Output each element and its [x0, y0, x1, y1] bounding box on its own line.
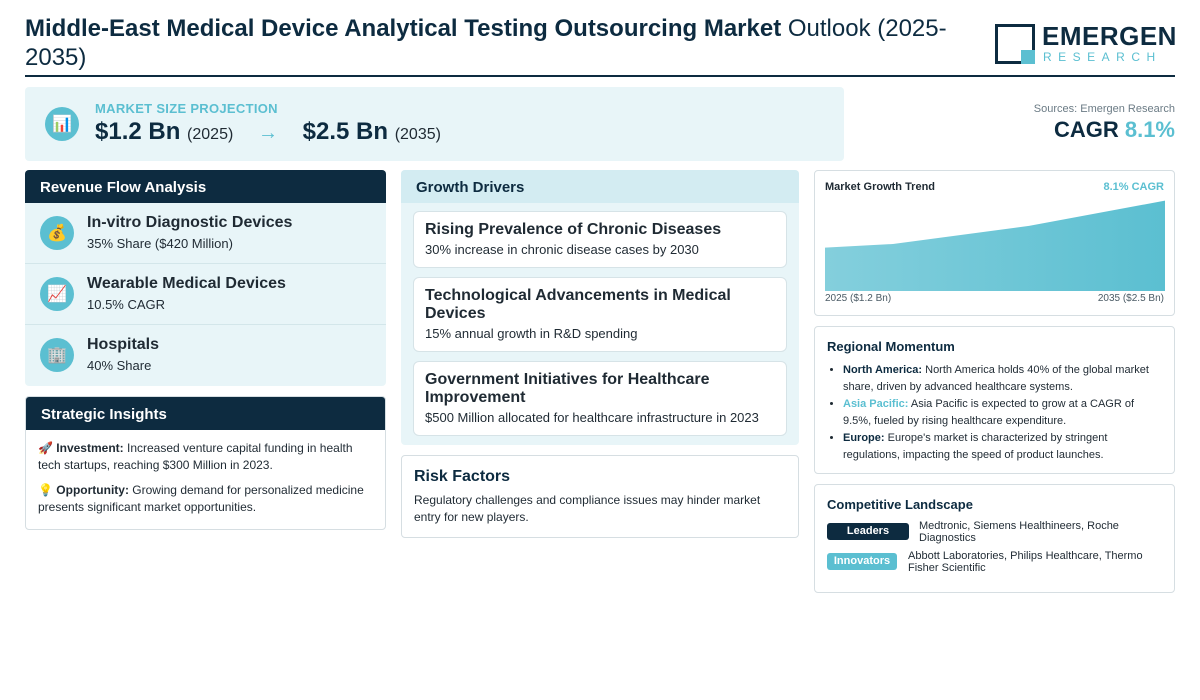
page-title: Middle-East Medical Device Analytical Te…	[25, 14, 965, 72]
growth-driver-card: Technological Advancements in Medical De…	[413, 277, 787, 352]
title-bold: Middle-East Medical Device Analytical Te…	[25, 15, 782, 42]
sources-text: Sources: Emergen Research	[1033, 103, 1175, 115]
revenue-item-title: Wearable Medical Devices	[87, 275, 286, 292]
revenue-flow-panel: Revenue Flow Analysis 💰 In-vitro Diagnos…	[25, 170, 386, 386]
revenue-flow-heading: Revenue Flow Analysis	[25, 170, 386, 203]
chart-title: Market Growth Trend	[825, 181, 936, 193]
competitor-row: Innovators Abbott Laboratories, Philips …	[827, 550, 1162, 574]
driver-sub: $500 Million allocated for healthcare in…	[425, 410, 759, 425]
insight-item: 💡 Opportunity: Growing demand for person…	[26, 482, 385, 516]
driver-sub: 15% annual growth in R&D spending	[425, 326, 638, 341]
growth-driver-card: Rising Prevalence of Chronic Diseases 30…	[413, 211, 787, 268]
trend-area	[825, 200, 1165, 291]
competitive-landscape-heading: Competitive Landscape	[827, 497, 973, 512]
competitor-list: Abbott Laboratories, Philips Healthcare,…	[908, 550, 1143, 574]
insight-text: Growing demand for personalized medicine…	[38, 483, 364, 514]
start-year: (2025)	[187, 126, 234, 143]
regional-momentum-panel: Regional Momentum North America: North A…	[814, 326, 1175, 474]
risk-factors-text: Regulatory challenges and compliance iss…	[414, 493, 761, 524]
cagr-label: CAGR	[1053, 117, 1119, 142]
hospital-icon: 🏢	[40, 338, 74, 372]
growth-driver-card: Government Initiatives for Healthcare Im…	[413, 361, 787, 436]
chart-start-label: 2025 ($1.2 Bn)	[825, 293, 892, 304]
region-text: Asia Pacific is expected to grow at a CA…	[843, 398, 1135, 427]
market-growth-trend-panel: Market Growth Trend 8.1% CAGR 2025 ($1.2…	[814, 170, 1175, 316]
competitor-row: Leaders Medtronic, Siemens Healthineers,…	[827, 520, 1162, 544]
revenue-item-sub: 10.5% CAGR	[87, 297, 166, 312]
end-year: (2035)	[394, 126, 441, 143]
region-item: Asia Pacific: Asia Pacific is expected t…	[843, 396, 1162, 430]
projection-values: $1.2 Bn (2025) → $2.5 Bn (2035)	[95, 118, 441, 146]
strategic-insights-panel: Strategic Insights 🚀 Investment: Increas…	[25, 396, 386, 530]
driver-sub: 30% increase in chronic disease cases by…	[425, 242, 699, 257]
cagr-value: 8.1%	[1124, 117, 1175, 142]
revenue-item: 💰 In-vitro Diagnostic Devices 35% Share …	[25, 203, 386, 264]
leaders-badge: Leaders	[827, 523, 909, 540]
driver-title: Government Initiatives for Healthcare Im…	[425, 371, 710, 406]
revenue-item-title: Hospitals	[87, 336, 160, 353]
region-label: Asia Pacific:	[843, 398, 909, 410]
region-label: North America:	[843, 364, 923, 376]
trend-up-icon: 📈	[40, 277, 74, 311]
region-list: North America: North America holds 40% o…	[827, 362, 1162, 464]
rocket-icon: 🚀	[38, 441, 53, 455]
money-bag-icon: 💰	[40, 216, 74, 250]
chart-cagr-annotation: 8.1% CAGR	[1103, 181, 1164, 193]
innovators-badge: Innovators	[827, 553, 897, 570]
end-value: $2.5 Bn	[302, 118, 389, 145]
logo-sub-text: RESEARCH	[1043, 50, 1162, 64]
revenue-item-title: In-vitro Diagnostic Devices	[87, 214, 293, 231]
insight-label: Opportunity:	[56, 483, 129, 497]
logo-main-text: EMERGEN	[1042, 21, 1177, 51]
region-label: Europe:	[843, 432, 885, 444]
lightbulb-icon: 💡	[38, 483, 53, 497]
revenue-item: 📈 Wearable Medical Devices 10.5% CAGR	[25, 264, 386, 325]
revenue-item: 🏢 Hospitals 40% Share	[25, 325, 386, 386]
bar-chart-icon: 📊	[45, 107, 79, 141]
projection-label: MARKET SIZE PROJECTION	[95, 101, 278, 116]
arrow-right-icon: →	[257, 122, 278, 144]
region-text: North America holds 40% of the global ma…	[843, 364, 1149, 393]
competitor-list: Medtronic, Siemens Healthineers, Roche D…	[919, 520, 1119, 544]
strategic-insights-heading: Strategic Insights	[26, 397, 385, 430]
growth-drivers-panel: Growth Drivers Rising Prevalence of Chro…	[401, 170, 799, 445]
revenue-item-sub: 35% Share ($420 Million)	[87, 236, 233, 251]
page-header: Middle-East Medical Device Analytical Te…	[25, 14, 1176, 77]
market-size-projection: 📊 MARKET SIZE PROJECTION $1.2 Bn (2025) …	[25, 87, 844, 161]
region-item: North America: North America holds 40% o…	[843, 362, 1162, 396]
insight-text: Increased venture capital funding in hea…	[38, 441, 353, 472]
risk-factors-heading: Risk Factors	[414, 468, 511, 485]
driver-title: Rising Prevalence of Chronic Diseases	[425, 221, 722, 238]
revenue-item-sub: 40% Share	[87, 358, 152, 373]
insight-label: Investment:	[56, 441, 124, 455]
region-item: Europe: Europe's market is characterized…	[843, 430, 1162, 464]
driver-title: Technological Advancements in Medical De…	[425, 287, 731, 322]
insight-item: 🚀 Investment: Increased venture capital …	[26, 440, 385, 474]
logo-mark-icon	[995, 24, 1035, 64]
region-text: Europe's market is characterized by stri…	[843, 432, 1108, 461]
regional-momentum-heading: Regional Momentum	[827, 339, 955, 354]
chart-end-label: 2035 ($2.5 Bn)	[1097, 293, 1164, 304]
competitive-landscape-panel: Competitive Landscape Leaders Medtronic,…	[814, 484, 1175, 593]
emergen-logo: EMERGEN RESEARCH	[995, 22, 1176, 66]
growth-drivers-heading: Growth Drivers	[401, 170, 799, 203]
trend-area-chart	[825, 200, 1165, 291]
start-value: $1.2 Bn	[95, 118, 181, 145]
risk-factors-panel: Risk Factors Regulatory challenges and c…	[401, 455, 799, 538]
title-light: Outlook (2025-2035)	[25, 15, 947, 71]
cagr-summary: Sources: Emergen Research CAGR 8.1%	[1034, 103, 1175, 143]
cagr-headline: CAGR 8.1%	[1034, 117, 1175, 143]
